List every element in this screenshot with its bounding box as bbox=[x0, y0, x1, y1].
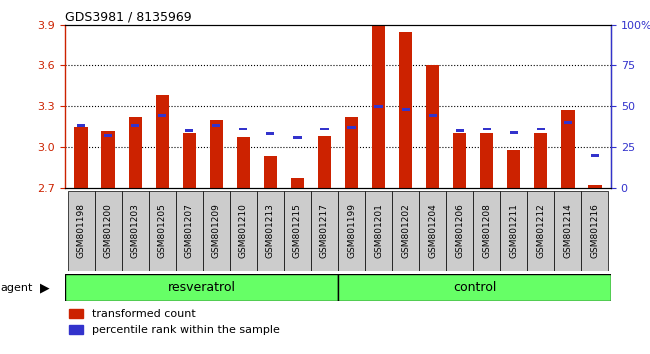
Bar bbox=[209, 120, 223, 188]
Bar bbox=[365, 191, 392, 271]
Bar bbox=[176, 191, 203, 271]
Bar bbox=[473, 191, 500, 271]
Bar bbox=[239, 127, 248, 131]
Bar bbox=[257, 191, 284, 271]
Text: GSM801217: GSM801217 bbox=[320, 204, 329, 258]
Bar bbox=[183, 133, 196, 188]
Bar bbox=[68, 191, 95, 271]
Text: GSM801204: GSM801204 bbox=[428, 204, 437, 258]
Bar bbox=[554, 191, 581, 271]
Bar bbox=[104, 134, 112, 137]
Bar bbox=[426, 65, 439, 188]
Text: GSM801216: GSM801216 bbox=[590, 204, 599, 258]
Bar bbox=[318, 136, 332, 188]
Bar bbox=[402, 108, 410, 111]
Text: GSM801207: GSM801207 bbox=[185, 204, 194, 258]
Bar bbox=[500, 191, 527, 271]
Bar bbox=[581, 191, 608, 271]
Text: GSM801200: GSM801200 bbox=[104, 204, 112, 258]
Text: GSM801215: GSM801215 bbox=[293, 204, 302, 258]
Bar bbox=[213, 124, 220, 127]
Text: GSM801214: GSM801214 bbox=[564, 204, 572, 258]
Bar bbox=[237, 137, 250, 188]
Bar bbox=[428, 114, 437, 118]
Bar bbox=[311, 191, 338, 271]
Text: GSM801198: GSM801198 bbox=[77, 204, 86, 258]
Text: GSM801201: GSM801201 bbox=[374, 204, 383, 258]
Bar bbox=[284, 191, 311, 271]
Bar bbox=[482, 127, 491, 131]
Text: GSM801210: GSM801210 bbox=[239, 204, 248, 258]
Bar bbox=[446, 191, 473, 271]
Bar bbox=[588, 185, 601, 188]
Text: GSM801213: GSM801213 bbox=[266, 204, 275, 258]
Bar bbox=[348, 126, 356, 129]
Bar bbox=[75, 127, 88, 188]
Bar bbox=[537, 127, 545, 131]
Bar bbox=[561, 110, 575, 188]
Bar bbox=[374, 105, 383, 108]
Legend: transformed count, percentile rank within the sample: transformed count, percentile rank withi… bbox=[65, 304, 284, 340]
Bar bbox=[453, 133, 467, 188]
Text: GSM801209: GSM801209 bbox=[212, 204, 221, 258]
Bar bbox=[129, 117, 142, 188]
Bar bbox=[77, 124, 85, 127]
Bar bbox=[392, 191, 419, 271]
Bar bbox=[203, 191, 230, 271]
Bar bbox=[534, 133, 547, 188]
Bar bbox=[344, 117, 358, 188]
Text: GSM801203: GSM801203 bbox=[131, 204, 140, 258]
Text: GSM801205: GSM801205 bbox=[158, 204, 167, 258]
Bar bbox=[149, 191, 176, 271]
Bar bbox=[480, 133, 493, 188]
Bar bbox=[155, 95, 169, 188]
Bar bbox=[131, 124, 139, 127]
Text: GSM801208: GSM801208 bbox=[482, 204, 491, 258]
Bar bbox=[95, 191, 122, 271]
Bar bbox=[264, 156, 277, 188]
Bar bbox=[507, 150, 521, 188]
Text: agent: agent bbox=[1, 282, 33, 293]
Bar bbox=[185, 129, 194, 132]
Bar bbox=[419, 191, 446, 271]
Bar bbox=[372, 25, 385, 188]
Bar bbox=[122, 191, 149, 271]
Bar bbox=[158, 114, 166, 118]
Text: ▶: ▶ bbox=[40, 281, 50, 294]
Bar bbox=[338, 274, 611, 301]
Bar bbox=[399, 32, 412, 188]
Text: GSM801202: GSM801202 bbox=[401, 204, 410, 258]
Bar bbox=[320, 127, 328, 131]
Bar bbox=[456, 129, 463, 132]
Bar bbox=[266, 132, 274, 135]
Text: GSM801206: GSM801206 bbox=[455, 204, 464, 258]
Text: GSM801212: GSM801212 bbox=[536, 204, 545, 258]
Bar bbox=[510, 131, 518, 134]
Bar bbox=[65, 274, 338, 301]
Text: GDS3981 / 8135969: GDS3981 / 8135969 bbox=[65, 11, 192, 24]
Text: resveratrol: resveratrol bbox=[168, 281, 235, 294]
Bar bbox=[527, 191, 554, 271]
Bar bbox=[338, 191, 365, 271]
Text: GSM801199: GSM801199 bbox=[347, 204, 356, 258]
Bar bbox=[293, 136, 302, 139]
Bar bbox=[564, 121, 572, 124]
Bar bbox=[591, 154, 599, 156]
Text: GSM801211: GSM801211 bbox=[509, 204, 518, 258]
Bar bbox=[230, 191, 257, 271]
Bar bbox=[291, 178, 304, 188]
Text: control: control bbox=[453, 281, 496, 294]
Bar bbox=[101, 131, 115, 188]
